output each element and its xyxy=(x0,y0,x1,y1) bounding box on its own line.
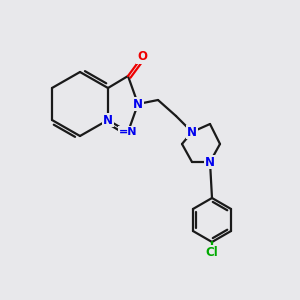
Text: N: N xyxy=(133,98,143,110)
Text: N: N xyxy=(205,155,215,169)
Text: Cl: Cl xyxy=(206,245,218,259)
Text: N: N xyxy=(187,125,197,139)
Text: O: O xyxy=(137,50,147,64)
Text: =N: =N xyxy=(119,127,137,137)
Text: N: N xyxy=(103,113,113,127)
